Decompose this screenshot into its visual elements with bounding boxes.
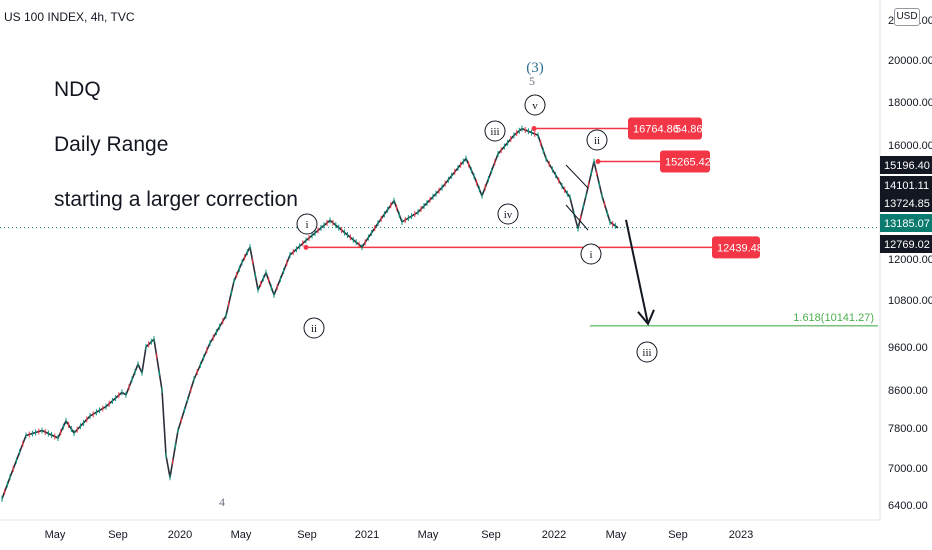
symbol-title: US 100 INDEX, 4h, TVC: [4, 10, 135, 24]
wave-degree-label: (3): [526, 60, 544, 76]
wedge-line-lower: [565, 204, 589, 231]
wave-label: ii: [594, 135, 600, 147]
wave-label-circle: [484, 120, 506, 142]
y-tick-label: 8600.00: [888, 385, 928, 397]
x-tick-label: 2020: [168, 529, 192, 541]
x-tick-label: May: [231, 529, 252, 541]
y-tick-label: 18000.00: [888, 97, 932, 109]
x-tick-label: Sep: [668, 529, 688, 541]
level-label: 12439.48: [717, 242, 763, 254]
wave-label-circle: [586, 129, 608, 151]
x-tick-label: May: [606, 529, 627, 541]
y-tick-label: 16000.00: [888, 140, 932, 152]
wedge-line-upper: [565, 164, 589, 189]
wave-label-circle: [497, 203, 519, 225]
wave-label: v: [532, 100, 538, 112]
note-correction: starting a larger correction: [54, 188, 298, 211]
y-tick-label: 7800.00: [888, 423, 928, 435]
wave-label-circle: [580, 243, 602, 265]
arrow-head-icon: [637, 309, 655, 326]
wave-label-circle: [303, 317, 325, 339]
wave-degree-label: 5: [529, 74, 535, 88]
x-tick-label: May: [418, 529, 439, 541]
level-label-box: [628, 117, 702, 140]
price-tag-box: [880, 176, 932, 194]
level-label-box: [712, 236, 760, 259]
note-title: NDQ: [54, 78, 101, 101]
x-tick-label: May: [45, 529, 66, 541]
price-tag-label: 13185.07: [884, 218, 930, 230]
projection-arrow-line: [625, 219, 649, 325]
x-tick-label: 2023: [729, 529, 753, 541]
wave-label: i: [305, 219, 308, 231]
price-tag-label: 12769.02: [884, 239, 930, 251]
level-label-fragment: 54.86: [675, 124, 703, 136]
level-label: 16764.86: [633, 124, 679, 136]
price-tag-box: [880, 194, 932, 212]
x-tick-label: 2021: [355, 529, 379, 541]
price-tag-label: 14101.11: [884, 180, 929, 192]
wave-degree-label: 4: [219, 495, 225, 509]
wave-label: iii: [490, 126, 499, 138]
level-anchor-dot: [303, 244, 309, 250]
x-tick-label: 2022: [542, 529, 566, 541]
price-tag-box: [880, 214, 932, 232]
y-tick-label: 7000.00: [888, 463, 928, 475]
y-tick-label: 9600.00: [888, 342, 928, 354]
level-label-box: [660, 150, 710, 173]
price-tag-label: 13724.85: [884, 198, 930, 210]
wave-label-circle: [636, 341, 658, 363]
x-tick-label: Sep: [481, 529, 501, 541]
price-tag-box: [880, 156, 932, 174]
wave-label: ii: [311, 323, 317, 335]
wave-label-circle: [524, 94, 546, 116]
y-tick-label: 12000.00: [888, 254, 932, 266]
currency-button[interactable]: USD: [894, 8, 920, 26]
price-tag-label: 15196.40: [884, 160, 930, 172]
y-tick-label: 6400.00: [888, 500, 928, 512]
level-anchor-dot: [531, 126, 537, 132]
level-label: 15265.42: [665, 157, 711, 169]
wave-label: iii: [642, 347, 651, 359]
y-tick-label: 10800.00: [888, 295, 932, 307]
x-tick-label: Sep: [297, 529, 317, 541]
y-tick-label: 20000.00: [888, 55, 932, 67]
x-tick-label: Sep: [108, 529, 128, 541]
price-tag-box: [880, 235, 932, 253]
wave-label: iv: [504, 209, 513, 221]
wave-label-circle: [296, 213, 318, 235]
level-anchor-dot: [595, 159, 601, 165]
fib-level-label: 1.618(10141.27): [793, 312, 874, 324]
wave-label: i: [589, 249, 592, 261]
note-range: Daily Range: [54, 133, 169, 156]
price-series-line: [1, 127, 619, 500]
